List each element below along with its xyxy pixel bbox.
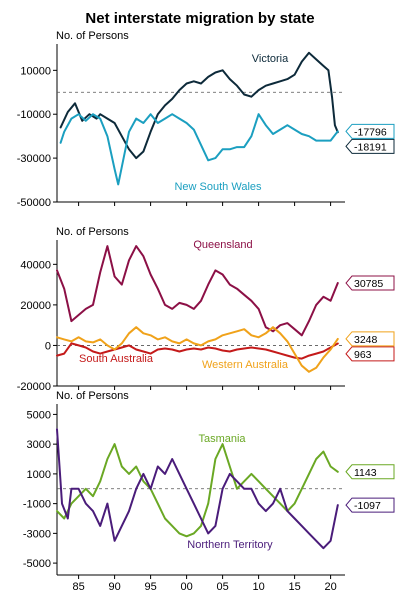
series-line-northern-territory	[56, 428, 339, 550]
end-value-callout	[345, 123, 395, 139]
x-tick-label: 15	[288, 581, 300, 593]
x-tick-label: 20	[324, 581, 336, 593]
end-value-callout	[345, 346, 395, 362]
y-tick-label: 40000	[20, 259, 51, 271]
end-value-callout	[345, 497, 395, 513]
end-value-label: 1143	[354, 467, 377, 479]
x-tick-label: 85	[72, 581, 84, 593]
panels-group: No. of Persons10000-10000-30000-50000Vic…	[17, 30, 395, 593]
end-value-label: 3248	[354, 334, 378, 346]
y-tick-label: 3000	[27, 439, 51, 451]
series-name-new-south-wales: New South Wales	[174, 181, 262, 193]
series-name-queensland: Queensland	[193, 239, 252, 251]
series-line-tasmania	[56, 443, 339, 538]
series-name-western-australia: Western Australia	[202, 359, 289, 371]
y-tick-label: -30000	[17, 153, 51, 165]
y-tick-label: -10000	[17, 109, 51, 121]
panel-3: No. of Persons 5000 3000 1000 -1000 -3000 -500…	[23, 390, 395, 579]
series-line-south-australia	[56, 342, 339, 360]
x-tick-label: 90	[108, 581, 120, 593]
series-line-victoria	[59, 51, 339, 160]
y-tick-label: 20000	[20, 300, 51, 312]
series-line-western-australia	[56, 326, 339, 373]
series-name-victoria: Victoria	[252, 53, 289, 65]
y-axis-label: No. of Persons	[56, 30, 129, 42]
chart-title: Net interstate migration by state	[85, 10, 314, 27]
series-line-new-south-wales	[59, 113, 339, 186]
y-tick-label: -20000	[17, 381, 51, 393]
y-axis-label: No. of Persons	[56, 390, 129, 402]
y-tick-label: -1000	[23, 499, 51, 511]
x-tick-label: 10	[252, 581, 264, 593]
y-tick-label: 5000	[27, 409, 51, 421]
end-value-label: 30785	[354, 278, 383, 290]
y-tick-label: 10000	[20, 65, 51, 77]
end-value-label: 963	[354, 349, 372, 361]
end-value-callout	[345, 464, 395, 480]
end-value-label: -18191	[354, 141, 387, 153]
series-name-tasmania: Tasmania	[198, 433, 246, 445]
series-name-south-australia: South Australia	[79, 353, 154, 365]
y-tick-label: 1000	[27, 469, 51, 481]
y-tick-label: -5000	[23, 558, 51, 570]
x-tick-label: 95	[144, 581, 156, 593]
end-value-callout	[345, 331, 395, 347]
end-value-callout	[345, 138, 395, 154]
end-value-callout	[345, 275, 395, 291]
end-value-label: -17796	[354, 126, 387, 138]
end-value-label: -1097	[354, 500, 381, 512]
series-name-northern-territory: Northern Territory	[187, 539, 273, 551]
series-line-queensland	[56, 245, 339, 337]
y-tick-label: 0	[45, 340, 51, 352]
panel-1: No. of Persons 10000 -10000 -30000 -50000 Vic…	[17, 30, 395, 209]
y-axis-label: No. of Persons	[56, 226, 129, 238]
x-tick-label: 05	[216, 581, 228, 593]
panel-2: No. of Persons 40000 20000 0 -20000 Queenslan…	[17, 226, 395, 393]
x-tick-label: 00	[180, 581, 192, 593]
y-tick-label: -50000	[17, 197, 51, 209]
y-tick-label: -3000	[23, 528, 51, 540]
